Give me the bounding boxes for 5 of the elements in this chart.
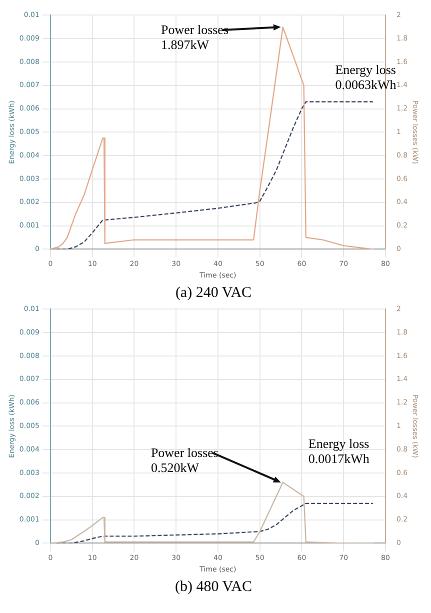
annotation: Energy loss 0.0017kWh	[308, 436, 370, 466]
text: (a) 240 VAC	[175, 284, 252, 301]
text: (b) 480 VAC	[175, 578, 252, 595]
annotation: Power losses 1.897kW	[160, 22, 229, 52]
annotation: Energy loss 0.0063kWh	[335, 62, 396, 92]
